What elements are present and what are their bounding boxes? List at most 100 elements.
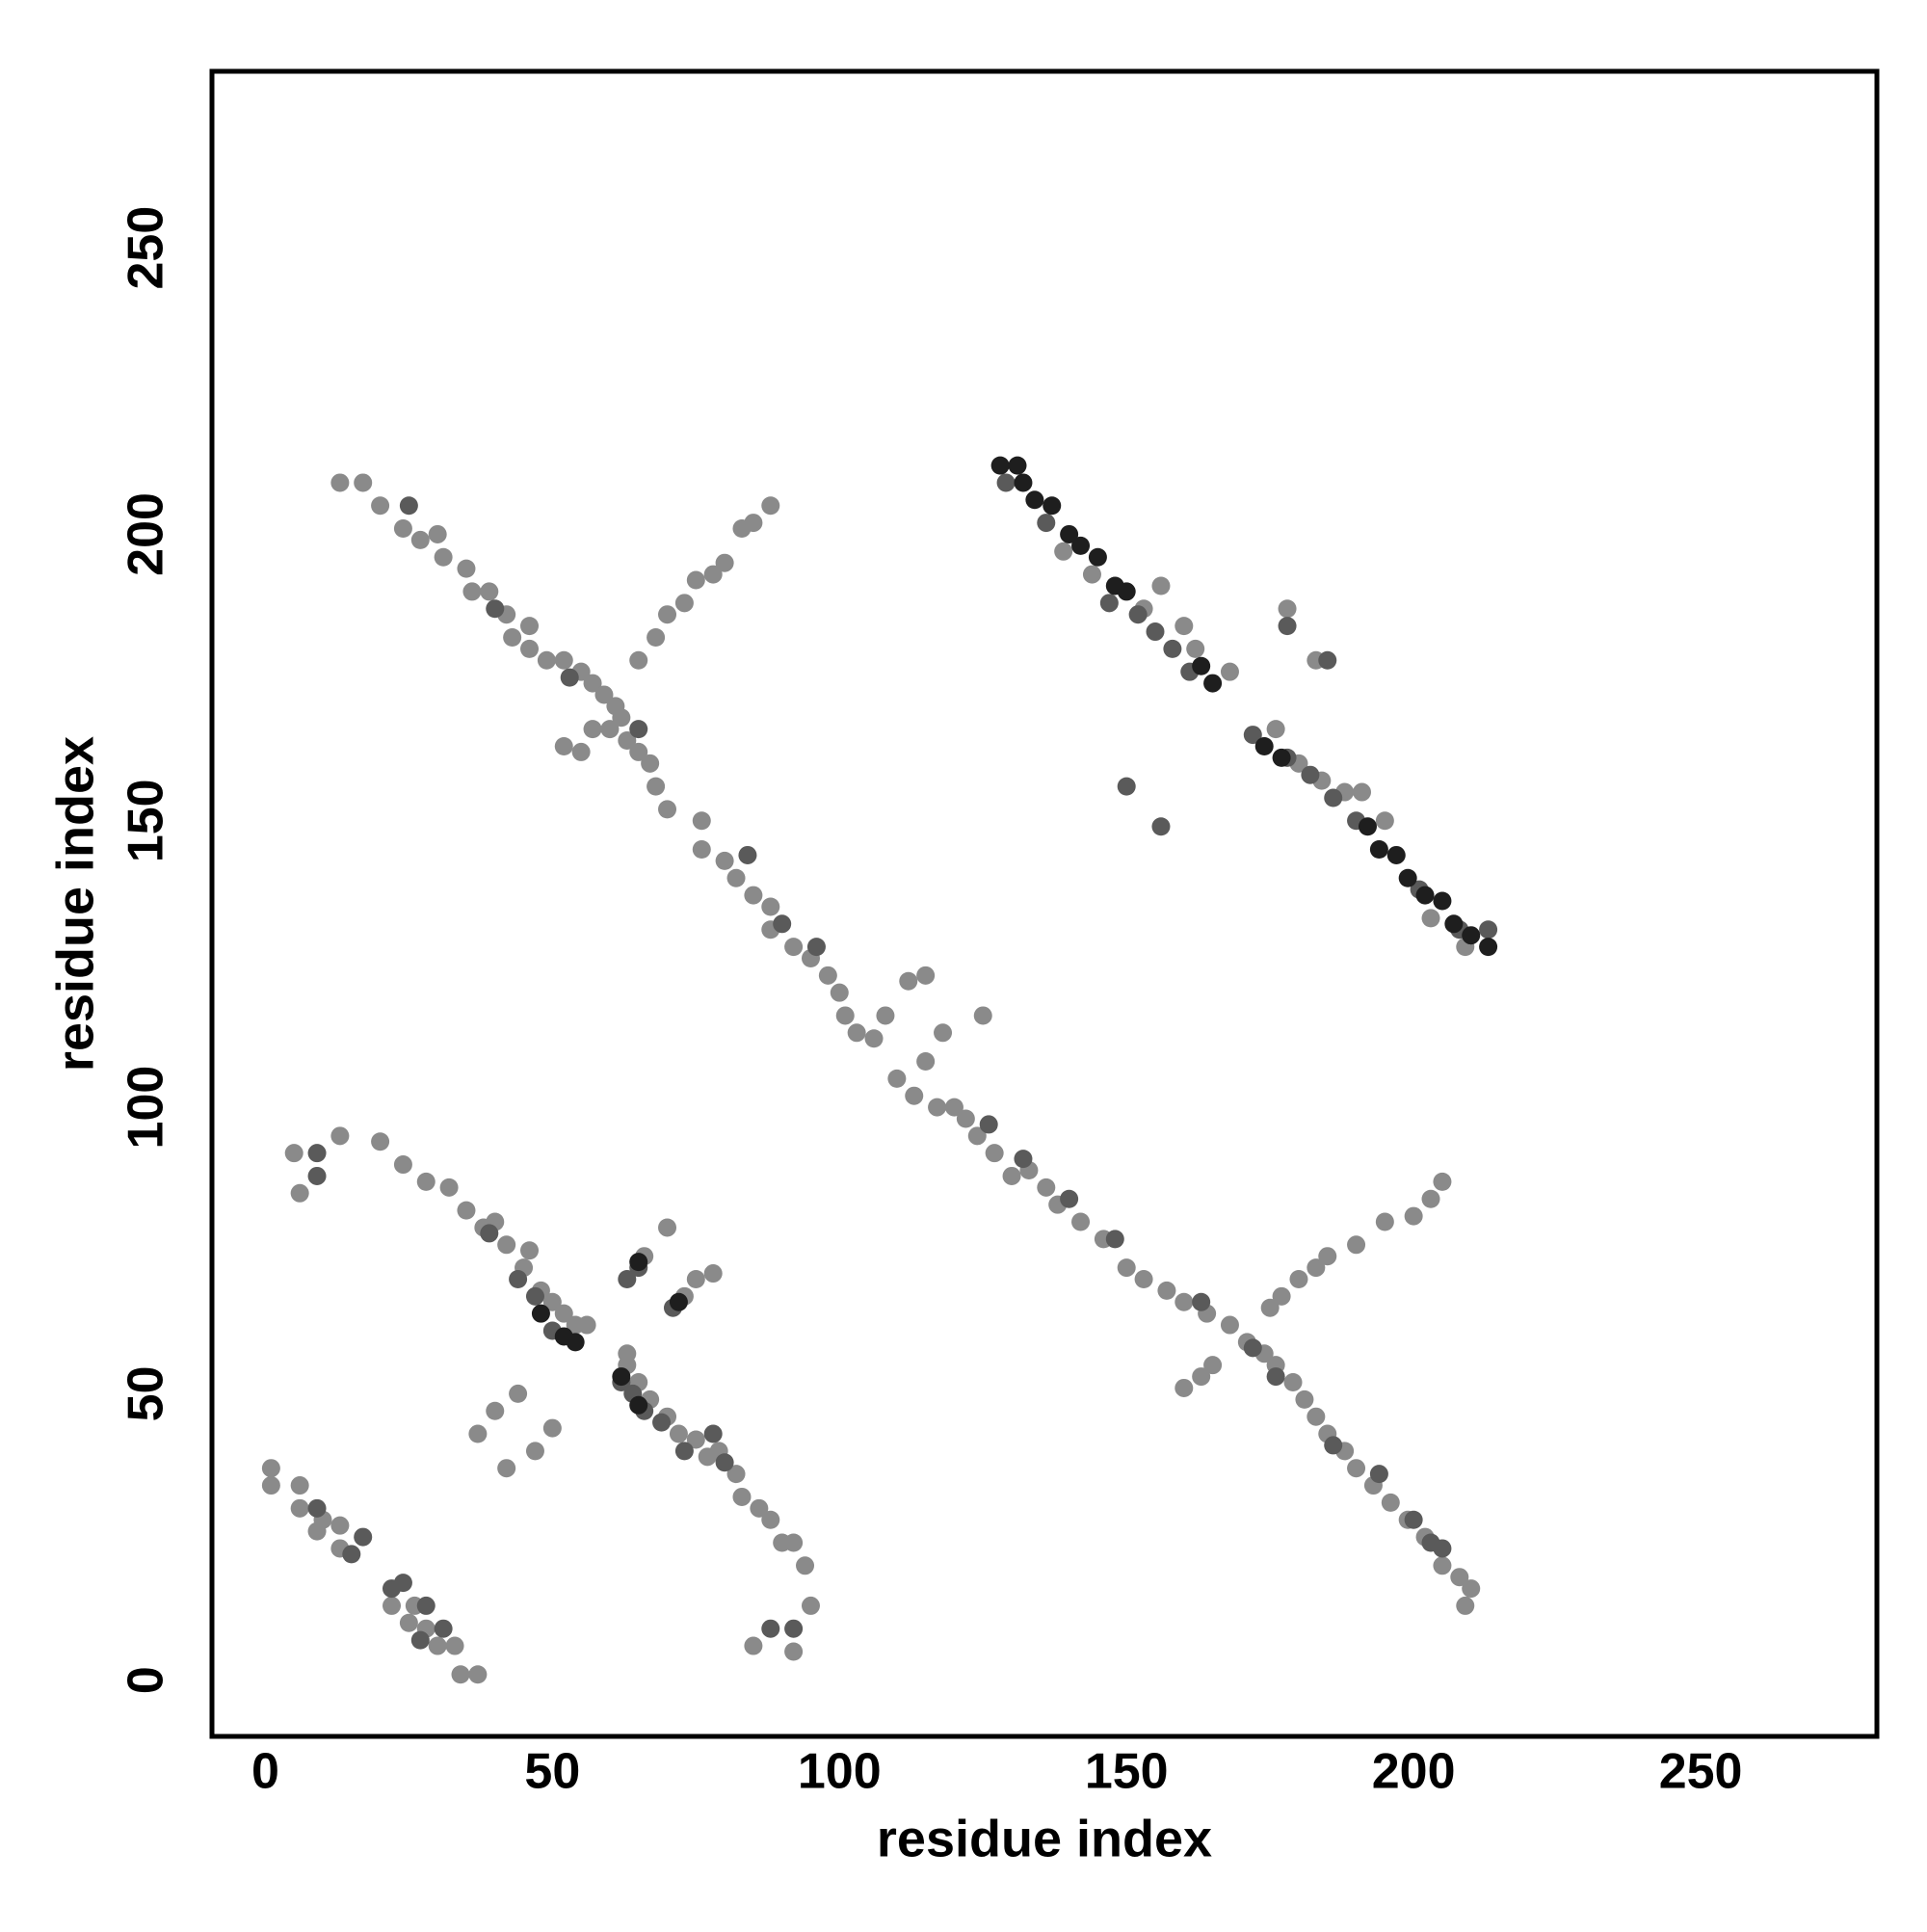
point: [1243, 726, 1262, 745]
point: [847, 1023, 866, 1043]
point: [1456, 1596, 1475, 1615]
point: [1260, 1298, 1280, 1317]
x-tick-label: 100: [798, 1744, 882, 1800]
point: [1318, 650, 1337, 670]
point: [1375, 1212, 1394, 1231]
point: [1008, 456, 1027, 475]
point: [612, 1367, 631, 1387]
point: [612, 708, 631, 728]
point: [468, 1424, 488, 1443]
point: [1421, 909, 1440, 928]
point: [996, 473, 1016, 492]
point: [973, 1006, 992, 1025]
point: [647, 627, 666, 647]
point: [652, 1413, 672, 1432]
point: [1266, 1367, 1285, 1387]
x-tick-label: 0: [251, 1744, 279, 1800]
point: [990, 456, 1010, 475]
point: [1479, 938, 1498, 957]
point: [1088, 547, 1107, 567]
point: [1037, 1178, 1056, 1197]
point: [629, 1395, 648, 1415]
point: [726, 1465, 746, 1484]
point: [486, 1401, 505, 1420]
point: [410, 1630, 430, 1650]
y-tick-label: 150: [119, 779, 174, 862]
point: [686, 1430, 705, 1449]
point: [726, 868, 746, 887]
point: [434, 547, 453, 567]
point: [600, 720, 620, 739]
point: [784, 1533, 804, 1552]
point: [1462, 1579, 1481, 1599]
point: [509, 1269, 528, 1288]
point: [864, 1029, 884, 1048]
point: [1134, 1269, 1153, 1288]
point: [330, 1516, 350, 1535]
point: [542, 1418, 562, 1438]
point: [462, 582, 482, 601]
point: [520, 617, 540, 636]
point: [509, 1384, 528, 1403]
point: [520, 1241, 540, 1260]
point: [784, 1619, 804, 1638]
point: [1099, 594, 1119, 613]
point: [1421, 1189, 1440, 1208]
point: [525, 1286, 544, 1306]
point: [629, 650, 648, 670]
point: [1175, 1378, 1194, 1397]
point: [439, 1178, 459, 1197]
point: [1404, 1206, 1423, 1226]
point: [1192, 1367, 1211, 1387]
point: [744, 1636, 763, 1655]
point: [1054, 542, 1073, 561]
point: [1301, 765, 1320, 784]
point: [1381, 1493, 1400, 1512]
point: [967, 1126, 987, 1146]
point: [1105, 1230, 1124, 1249]
point: [703, 565, 723, 584]
point: [594, 685, 614, 704]
point: [497, 1459, 516, 1478]
point: [1117, 1258, 1136, 1278]
point: [1220, 1315, 1239, 1335]
point: [905, 1086, 924, 1105]
point: [715, 553, 734, 572]
x-tick-label: 150: [1085, 1744, 1169, 1800]
point: [801, 1596, 820, 1615]
point: [503, 627, 522, 647]
point: [1043, 496, 1062, 516]
point: [1151, 576, 1171, 595]
point: [669, 1424, 688, 1443]
point: [715, 851, 734, 870]
point: [1157, 1281, 1176, 1300]
point: [934, 1023, 953, 1043]
point: [899, 971, 918, 991]
point: [560, 668, 579, 687]
y-axis-title: residue index: [46, 736, 104, 1072]
point: [715, 1453, 734, 1472]
point: [1433, 1556, 1452, 1575]
point: [658, 605, 677, 624]
point: [554, 736, 573, 755]
point: [1060, 524, 1079, 543]
point: [692, 811, 711, 831]
point: [1324, 788, 1343, 807]
point: [806, 938, 826, 957]
point: [1398, 868, 1417, 887]
point: [486, 599, 505, 619]
point: [1307, 1407, 1326, 1426]
point: [457, 559, 476, 578]
point: [1071, 536, 1091, 555]
point: [658, 800, 677, 819]
point: [371, 496, 390, 516]
point: [307, 1166, 327, 1185]
point: [1433, 1539, 1452, 1558]
point: [674, 1442, 694, 1461]
point: [818, 966, 837, 985]
point: [1192, 1292, 1211, 1311]
point: [1203, 1356, 1223, 1375]
point: [416, 1172, 436, 1191]
point: [1082, 565, 1101, 584]
point: [618, 731, 637, 751]
